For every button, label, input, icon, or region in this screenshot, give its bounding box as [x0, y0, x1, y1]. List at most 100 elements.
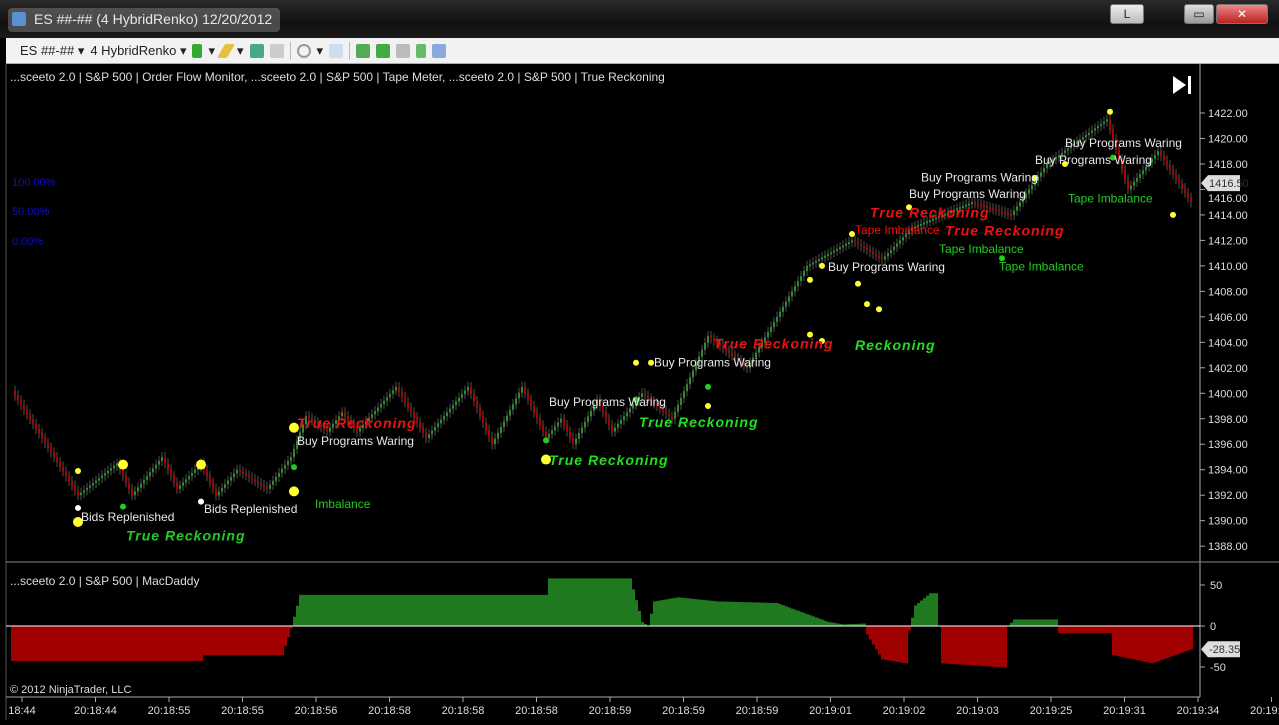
histogram-bar [1088, 626, 1091, 634]
signal-dot [807, 331, 813, 338]
bar-type-selector[interactable]: 4 HybridRenko ▾ [90, 42, 187, 58]
draw-ray-icon[interactable] [269, 43, 284, 58]
strategies-icon[interactable] [376, 43, 391, 58]
histogram-bar [212, 626, 215, 656]
histogram-bar [485, 594, 488, 627]
histogram-bar [1187, 626, 1190, 651]
histogram-bar [356, 594, 359, 627]
down-bar [668, 413, 670, 417]
down-bar [542, 425, 544, 432]
histogram-bar [269, 626, 272, 656]
histogram-bar [767, 602, 770, 627]
histogram-bar [89, 626, 92, 661]
histogram-bar [122, 626, 125, 661]
histogram-bar [263, 626, 266, 656]
histogram-bar [359, 594, 362, 627]
down-bar [869, 249, 871, 252]
histogram-bar [833, 622, 836, 627]
histogram-bar [380, 594, 383, 627]
up-bar [695, 363, 697, 371]
draw-line-icon[interactable] [249, 43, 264, 58]
down-bar [326, 429, 328, 432]
histogram-bar [92, 626, 95, 661]
histogram-bar [224, 626, 227, 656]
down-bar [245, 473, 247, 476]
down-bar [527, 393, 529, 400]
histogram-bar [671, 598, 674, 627]
down-bar [350, 420, 352, 424]
histogram-bar [866, 626, 869, 635]
up-bar [503, 421, 505, 428]
down-bar [170, 469, 172, 477]
y-tick-label: 1422.00 [1208, 108, 1248, 120]
histogram-bar [932, 593, 935, 627]
up-bar [332, 423, 334, 428]
pencil-icon[interactable] [216, 43, 236, 58]
chart-canvas[interactable]: ...sceeto 2.0 | S&P 500 | Order Flow Mon… [0, 64, 1279, 720]
histogram-bar [494, 594, 497, 627]
up-bar [1058, 155, 1060, 158]
up-bar [146, 476, 148, 480]
down-bar [320, 424, 322, 428]
indicators-icon[interactable] [356, 43, 371, 58]
up-bar [377, 407, 379, 411]
histogram-bar [725, 601, 728, 627]
down-bar [599, 399, 601, 407]
bar-style-icon[interactable] [192, 43, 203, 58]
histogram-bar [617, 578, 620, 627]
y-tick-label: 1390.00 [1208, 516, 1248, 528]
histogram-bar [377, 594, 380, 627]
minimize-button[interactable]: L [1110, 4, 1144, 24]
histogram-bar [584, 578, 587, 627]
zoom-out-icon[interactable] [329, 43, 344, 58]
data-box-icon[interactable] [416, 43, 427, 58]
up-bar [380, 404, 382, 408]
up-bar [575, 438, 577, 445]
up-bar [830, 252, 832, 255]
down-bar [611, 425, 613, 432]
up-bar [107, 470, 109, 474]
instrument-selector[interactable]: ES ##-## ▾ [20, 42, 85, 58]
up-bar [926, 221, 928, 224]
up-bar [1028, 189, 1030, 194]
down-bar [215, 488, 217, 496]
chart-area[interactable]: ...sceeto 2.0 | S&P 500 | Order Flow Mon… [0, 64, 1279, 720]
histogram-bar [1022, 619, 1025, 627]
histogram-bar [626, 578, 629, 627]
up-bar [635, 400, 637, 405]
properties-icon[interactable] [396, 43, 411, 58]
up-bar [908, 230, 910, 235]
x-tick-label: 20:19:31 [1103, 705, 1146, 717]
histogram-bar [797, 610, 800, 627]
histogram-bar [929, 593, 932, 627]
histogram-bar [881, 626, 884, 660]
maximize-button[interactable]: ▭ [1184, 4, 1214, 24]
zoom-icon[interactable] [296, 43, 311, 58]
down-bar [563, 418, 565, 426]
histogram-bar [758, 602, 761, 627]
up-bar [821, 257, 823, 260]
histogram-bar [221, 626, 224, 656]
histogram-bar [974, 626, 977, 666]
histogram-bar [230, 626, 233, 656]
up-bar [683, 391, 685, 399]
histogram-bar [530, 594, 533, 627]
up-bar [1100, 123, 1102, 127]
histogram-bar [701, 599, 704, 627]
up-bar [158, 460, 160, 465]
histogram-bar [509, 594, 512, 627]
histogram-bar [659, 600, 662, 627]
histogram-bar [323, 594, 326, 627]
up-bar [155, 464, 157, 469]
close-button[interactable]: ✕ [1216, 4, 1268, 24]
up-bar [887, 253, 889, 257]
template-icon[interactable] [432, 43, 447, 58]
up-bar [149, 472, 151, 477]
window-titlebar: ES ##-## (4 HybridRenko) 12/20/2012 L ▭ … [0, 0, 1279, 38]
up-bar [1043, 168, 1045, 173]
up-bar [902, 237, 904, 241]
histogram-bar [962, 626, 965, 665]
up-bar [464, 390, 466, 395]
histogram-bar [614, 578, 617, 627]
scroll-to-end-icon[interactable] [1173, 76, 1191, 94]
